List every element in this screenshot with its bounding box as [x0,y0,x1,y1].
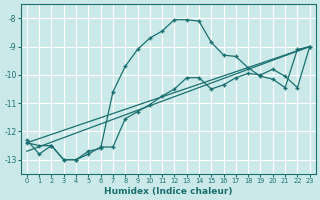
X-axis label: Humidex (Indice chaleur): Humidex (Indice chaleur) [104,187,233,196]
